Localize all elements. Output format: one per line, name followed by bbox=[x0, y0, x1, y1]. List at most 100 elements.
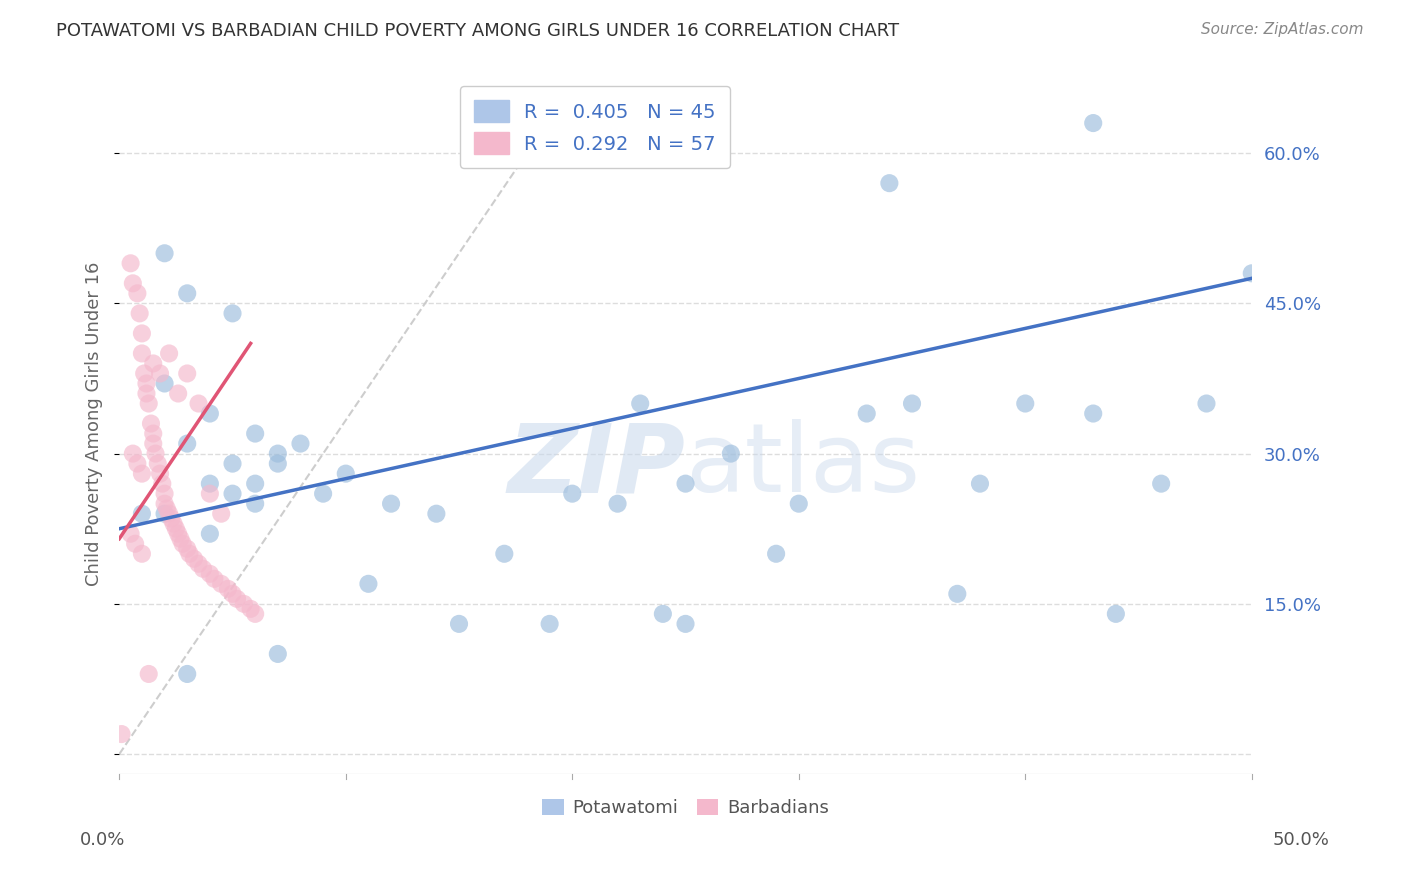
Point bbox=[628, 396, 651, 410]
Point bbox=[901, 396, 924, 410]
Point bbox=[135, 376, 157, 391]
Point bbox=[167, 526, 190, 541]
Point bbox=[969, 476, 991, 491]
Point bbox=[153, 507, 176, 521]
Point bbox=[1150, 476, 1173, 491]
Point bbox=[131, 467, 153, 481]
Point bbox=[167, 386, 190, 401]
Point bbox=[720, 447, 742, 461]
Text: atlas: atlas bbox=[686, 419, 921, 512]
Point bbox=[124, 537, 146, 551]
Point bbox=[160, 512, 183, 526]
Point bbox=[157, 507, 180, 521]
Point bbox=[187, 557, 209, 571]
Point bbox=[187, 396, 209, 410]
Point bbox=[787, 497, 810, 511]
Point bbox=[153, 376, 176, 391]
Point bbox=[169, 532, 191, 546]
Point bbox=[176, 436, 198, 450]
Point bbox=[1195, 396, 1218, 410]
Point bbox=[538, 616, 561, 631]
Point bbox=[150, 476, 173, 491]
Point bbox=[165, 522, 187, 536]
Point bbox=[149, 367, 172, 381]
Point bbox=[176, 367, 198, 381]
Point bbox=[172, 537, 194, 551]
Point bbox=[267, 457, 290, 471]
Point bbox=[202, 572, 225, 586]
Point bbox=[561, 486, 583, 500]
Point bbox=[494, 547, 516, 561]
Point bbox=[209, 577, 232, 591]
Point bbox=[131, 326, 153, 341]
Point bbox=[221, 306, 243, 320]
Point bbox=[267, 647, 290, 661]
Point bbox=[1105, 607, 1128, 621]
Point bbox=[209, 507, 232, 521]
Point bbox=[675, 476, 697, 491]
Point bbox=[198, 486, 221, 500]
Point bbox=[221, 486, 243, 500]
Point bbox=[765, 547, 787, 561]
Point bbox=[176, 286, 198, 301]
Point bbox=[243, 497, 266, 511]
Point bbox=[153, 486, 176, 500]
Point bbox=[312, 486, 335, 500]
Text: ZIP: ZIP bbox=[508, 419, 686, 512]
Point bbox=[1083, 407, 1105, 421]
Point bbox=[146, 457, 169, 471]
Point bbox=[879, 176, 901, 190]
Y-axis label: Child Poverty Among Girls Under 16: Child Poverty Among Girls Under 16 bbox=[86, 261, 103, 586]
Point bbox=[135, 386, 157, 401]
Point bbox=[606, 497, 628, 511]
Point bbox=[1240, 266, 1263, 280]
Point bbox=[128, 306, 150, 320]
Point bbox=[198, 566, 221, 581]
Point bbox=[267, 447, 290, 461]
Point bbox=[1083, 116, 1105, 130]
Point bbox=[198, 407, 221, 421]
Point bbox=[183, 551, 205, 566]
Point bbox=[357, 577, 380, 591]
Point bbox=[142, 356, 165, 370]
Point bbox=[198, 476, 221, 491]
Point bbox=[127, 457, 149, 471]
Point bbox=[226, 591, 249, 606]
Point bbox=[239, 602, 262, 616]
Point bbox=[243, 607, 266, 621]
Point bbox=[149, 467, 172, 481]
Point bbox=[131, 547, 153, 561]
Point bbox=[675, 616, 697, 631]
Point bbox=[191, 562, 214, 576]
Point bbox=[145, 447, 167, 461]
Point bbox=[131, 346, 153, 360]
Point bbox=[157, 346, 180, 360]
Point bbox=[290, 436, 312, 450]
Point bbox=[162, 516, 184, 531]
Point bbox=[243, 476, 266, 491]
Point bbox=[217, 582, 239, 596]
Point bbox=[131, 507, 153, 521]
Point bbox=[447, 616, 470, 631]
Point bbox=[121, 447, 143, 461]
Point bbox=[855, 407, 877, 421]
Point bbox=[176, 541, 198, 556]
Point bbox=[142, 436, 165, 450]
Point bbox=[651, 607, 673, 621]
Point bbox=[153, 246, 176, 260]
Text: 50.0%: 50.0% bbox=[1272, 831, 1329, 849]
Point bbox=[142, 426, 165, 441]
Point bbox=[380, 497, 402, 511]
Point bbox=[156, 501, 179, 516]
Point bbox=[138, 396, 160, 410]
Point bbox=[1014, 396, 1036, 410]
Point bbox=[127, 286, 149, 301]
Point bbox=[179, 547, 201, 561]
Point bbox=[176, 667, 198, 681]
Point bbox=[139, 417, 162, 431]
Text: 0.0%: 0.0% bbox=[80, 831, 125, 849]
Point bbox=[335, 467, 357, 481]
Point bbox=[243, 426, 266, 441]
Point bbox=[946, 587, 969, 601]
Point bbox=[120, 526, 142, 541]
